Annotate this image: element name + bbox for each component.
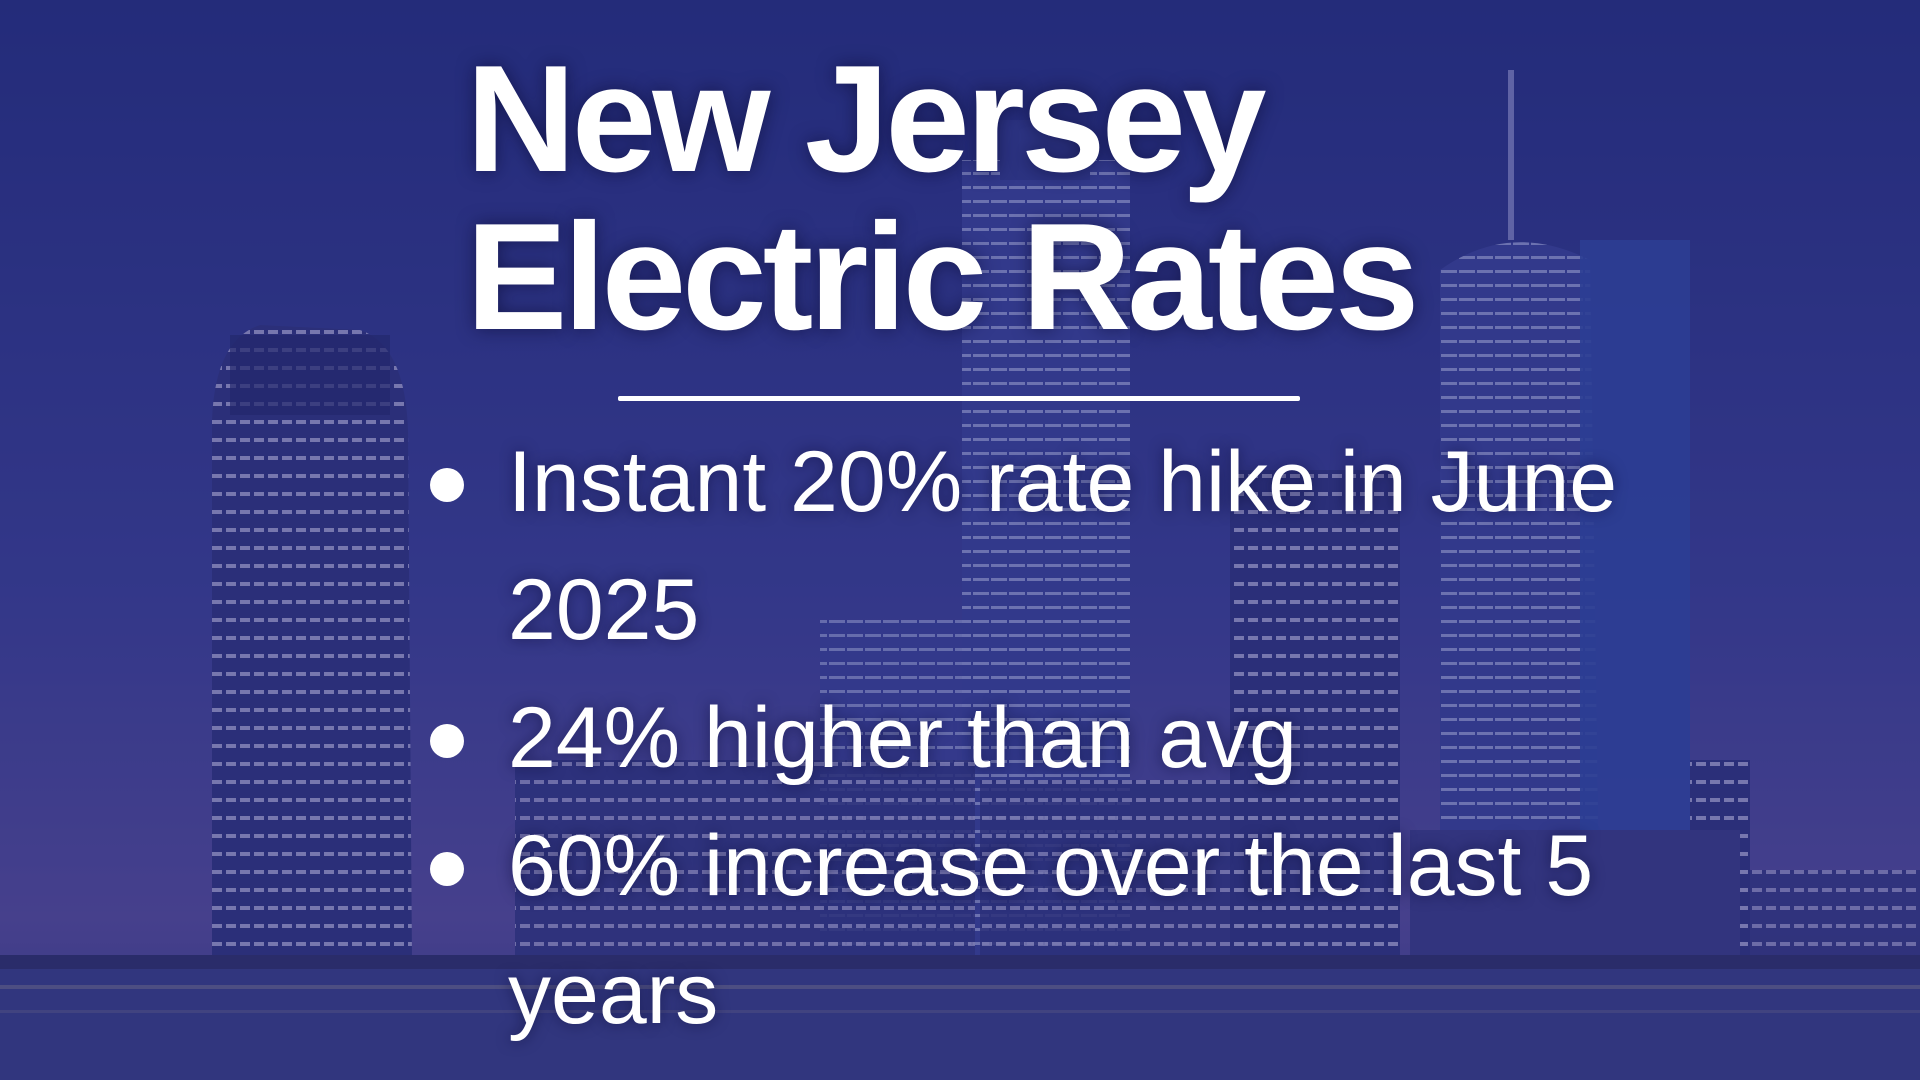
divider xyxy=(618,396,1300,401)
title-line: Electric Rates xyxy=(466,192,1419,362)
bullet: 24% higher than avg xyxy=(430,674,1668,802)
bullet: Instant 20% rate hike in June 2025 xyxy=(430,418,1668,674)
title: New Jersey Electric Rates xyxy=(466,34,1419,362)
title-line: New Jersey xyxy=(466,34,1267,204)
bullet: 60% increase over the last 5 years xyxy=(430,802,1668,1058)
bullet-list: Instant 20% rate hike in June 2025 24% h… xyxy=(430,418,1668,1058)
